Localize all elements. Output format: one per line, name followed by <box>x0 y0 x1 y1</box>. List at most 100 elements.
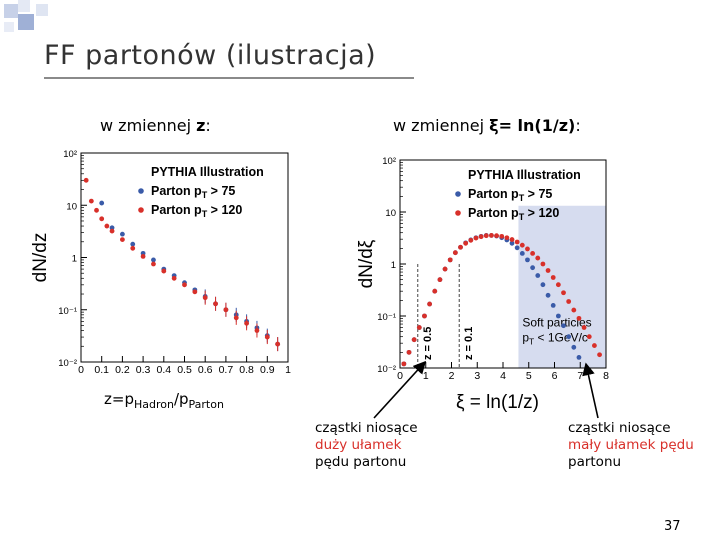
data-point-pt120 <box>416 325 422 330</box>
x-tick-label: 0.2 <box>115 364 130 376</box>
data-point-pt120 <box>550 275 556 280</box>
x-tick-label: 0 <box>397 370 403 382</box>
label-z-var: z <box>196 116 206 135</box>
x-tick-label: 2 <box>449 370 455 382</box>
data-point-pt120 <box>275 341 281 347</box>
data-point-pt120 <box>463 240 469 246</box>
chart-dn-dz: 0 0.1 0.2 0.3 0.4 0.5 0.6 0.7 0.8 0.9 1 10⁻² 10⁻¹ 1 10… <box>30 149 291 376</box>
data-point-pt75 <box>120 231 125 237</box>
data-point-pt120 <box>535 255 541 261</box>
data-point-pt75 <box>535 273 541 278</box>
data-point-pt75 <box>545 292 551 298</box>
data-point-pt120 <box>447 257 453 263</box>
y-tick-label: 1 <box>72 254 77 265</box>
data-point-pt120 <box>120 237 125 243</box>
legend-entry-0: Parton pT > 75 <box>151 184 235 200</box>
x-tick-label: 0.3 <box>136 364 151 376</box>
data-point-pt120 <box>545 268 551 273</box>
x-tick-label: 1 <box>285 364 291 376</box>
data-point-pt120 <box>566 299 572 304</box>
x-tick-label: 4 <box>500 370 506 382</box>
data-point-pt120 <box>437 277 443 283</box>
x-tick-label: 7 <box>577 370 583 382</box>
chart-dn-dxi: 0 1 2 3 4 5 6 7 8 10⁻² 10⁻¹ 1 10 10² dN/dξ ξ = ln(1/z) z… <box>356 156 609 413</box>
note-small-fraction: cząstki niosące mały ułamek pędu partonu <box>568 420 694 470</box>
x-tick-label: 0.9 <box>260 364 275 376</box>
data-point-pt75 <box>540 282 546 288</box>
data-point-pt120 <box>489 232 494 238</box>
soft-particles-region <box>518 205 606 368</box>
data-point-pt120 <box>83 177 89 183</box>
legend-entry-1: Parton pT > 120 <box>151 203 242 219</box>
data-point-pt75 <box>525 257 530 263</box>
legend-header: PYTHIA Illustration <box>151 165 264 179</box>
corner-square <box>18 14 34 30</box>
x-tick-label: 3 <box>474 370 480 382</box>
soft-particles-label: Soft particles <box>522 315 591 329</box>
x-tick-label: 5 <box>526 370 532 382</box>
data-point-pt75 <box>514 245 520 251</box>
data-point-pt120 <box>104 223 110 229</box>
x-tick-label: 0.7 <box>219 364 234 376</box>
y-tick-label: 10² <box>382 156 396 167</box>
slide-title: FF partonów (ilustracja) <box>44 40 377 71</box>
arrow-right <box>582 362 599 419</box>
x-tick-label: 0 <box>78 364 84 376</box>
page-number: 37 <box>664 519 681 534</box>
z-marker-label: z = 0.1 <box>463 327 475 360</box>
data-point-pt120 <box>254 328 260 333</box>
data-point-pt120 <box>151 261 156 267</box>
data-point-pt120 <box>540 261 546 267</box>
corner-square <box>36 4 48 16</box>
x-tick-label: 1 <box>423 370 429 382</box>
z-marker-label: z = 0.5 <box>422 327 434 360</box>
x-tick-label: 0.1 <box>94 364 109 376</box>
data-point-pt120 <box>192 289 198 295</box>
data-point-pt120 <box>99 216 105 222</box>
data-point-pt120 <box>264 334 270 340</box>
data-point-pt120 <box>555 282 561 288</box>
data-point-pt75 <box>509 240 515 246</box>
legend-marker <box>138 207 144 213</box>
y-tick-label: 10⁻² <box>58 358 77 369</box>
data-point-pt120 <box>233 315 239 321</box>
data-point-pt120 <box>161 268 167 274</box>
arrow-left <box>373 360 427 419</box>
data-point-pt75 <box>519 250 525 256</box>
legend-entry-0: Parton pT > 75 <box>468 187 552 203</box>
data-point-pt120 <box>499 233 505 239</box>
data-point-pt120 <box>494 233 499 239</box>
data-point-pt75 <box>550 302 556 308</box>
data-point-pt120 <box>458 244 463 250</box>
legend-marker <box>455 191 461 197</box>
x-tick-label: 6 <box>552 370 558 382</box>
data-point-pt120 <box>504 235 510 241</box>
x-tick-label: 0.4 <box>156 364 171 376</box>
title-underline <box>44 77 414 79</box>
data-point-pt120 <box>452 250 458 256</box>
label-z: w zmiennej z: <box>100 116 211 135</box>
data-point-pt75 <box>151 257 156 263</box>
data-point-pt120 <box>473 235 479 241</box>
data-point-pt120 <box>140 253 146 259</box>
data-point-pt120 <box>88 198 94 204</box>
y-tick-label: 10² <box>63 149 77 160</box>
data-point-pt120 <box>571 307 577 313</box>
y-tick-label: 10⁻¹ <box>377 312 396 323</box>
y-tick-label: 10 <box>66 201 77 212</box>
y-axis-label: dN/dξ <box>356 239 377 288</box>
data-point-pt120 <box>427 301 433 307</box>
data-point-pt75 <box>571 344 577 350</box>
data-point-pt75 <box>566 334 572 340</box>
legend-entry-1: Parton pT > 120 <box>468 206 559 222</box>
data-point-pt120 <box>411 337 417 343</box>
data-point-pt120 <box>509 237 515 242</box>
data-point-pt120 <box>223 307 229 313</box>
y-tick-label: 10⁻¹ <box>58 306 77 317</box>
data-point-pt120 <box>171 275 177 281</box>
data-point-pt75 <box>130 241 136 247</box>
data-point-pt120 <box>592 343 597 348</box>
data-point-pt120 <box>478 234 484 240</box>
x-tick-label: 0.8 <box>239 364 254 376</box>
